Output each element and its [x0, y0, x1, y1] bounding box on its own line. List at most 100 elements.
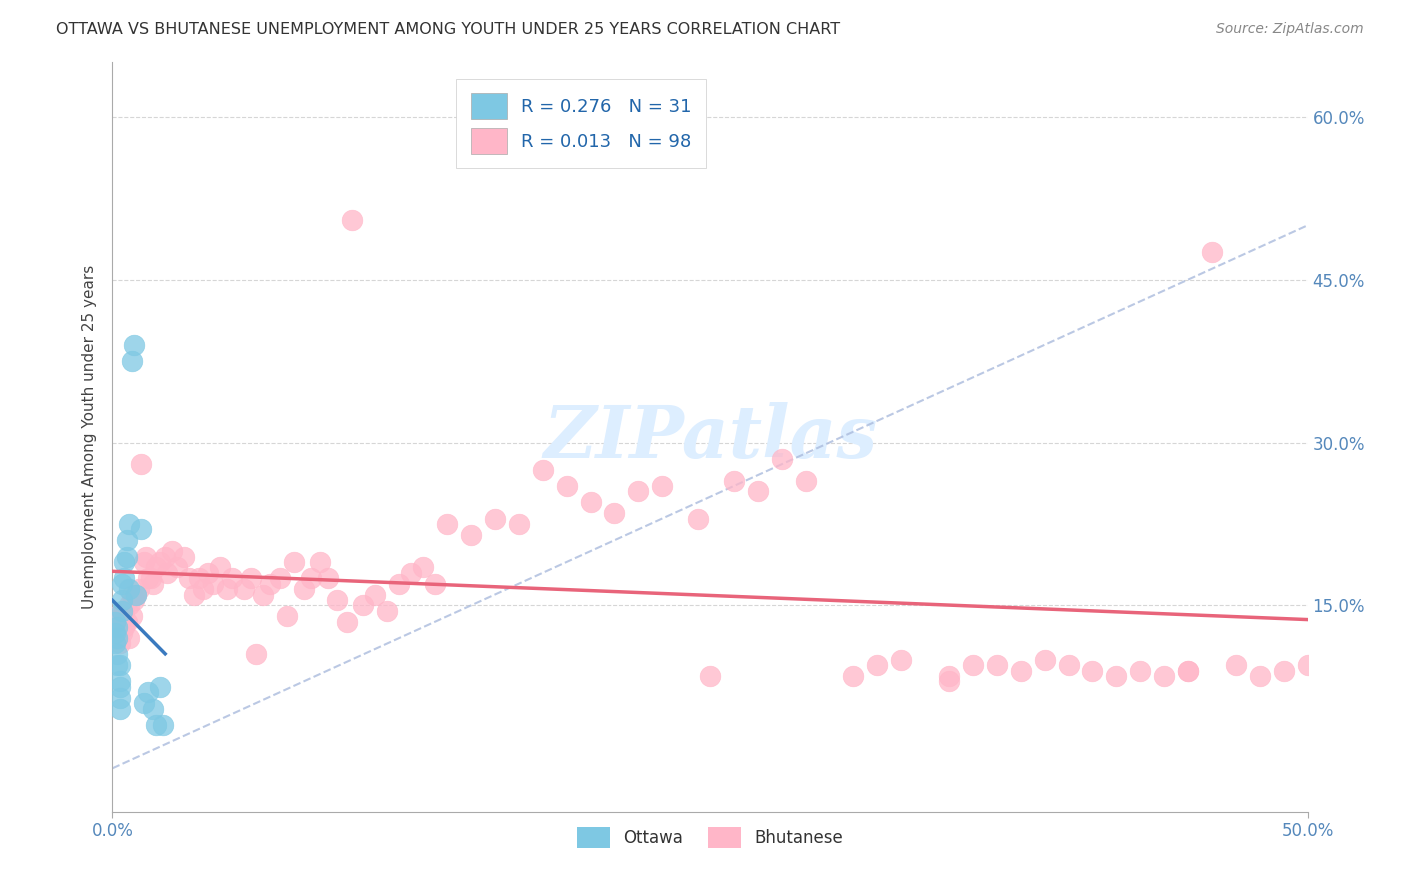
Point — [132, 555, 155, 569]
Point — [233, 582, 256, 596]
Point — [651, 479, 673, 493]
Point — [105, 658, 128, 673]
Point — [108, 658, 131, 673]
Point — [364, 588, 387, 602]
Point — [1129, 664, 1152, 678]
Text: Source: ZipAtlas.com: Source: ZipAtlas.com — [1216, 22, 1364, 37]
Point — [938, 674, 960, 689]
Point — [425, 576, 447, 591]
Point — [118, 599, 141, 613]
Point — [217, 582, 239, 596]
Point — [276, 609, 298, 624]
Point — [145, 718, 167, 732]
Point — [111, 593, 134, 607]
Point — [699, 669, 721, 683]
Point — [747, 484, 769, 499]
Point — [139, 571, 162, 585]
Point — [118, 631, 141, 645]
Point — [129, 522, 152, 536]
Point — [145, 560, 167, 574]
Point — [138, 685, 160, 699]
Point — [866, 658, 889, 673]
Point — [842, 669, 865, 683]
Text: ZIPatlas: ZIPatlas — [543, 401, 877, 473]
Point — [197, 566, 219, 580]
Point — [962, 658, 984, 673]
Point — [890, 653, 912, 667]
Point — [193, 582, 215, 596]
Point — [1105, 669, 1128, 683]
Point — [108, 674, 131, 689]
Point — [1225, 658, 1247, 673]
Point — [152, 718, 174, 732]
Point — [156, 566, 179, 580]
Point — [129, 457, 152, 471]
Point — [209, 560, 232, 574]
Point — [1296, 658, 1319, 673]
Point — [326, 593, 349, 607]
Point — [1177, 664, 1199, 678]
Legend: Ottawa, Bhutanese: Ottawa, Bhutanese — [568, 819, 852, 855]
Point — [111, 604, 134, 618]
Point — [723, 474, 745, 488]
Point — [340, 213, 363, 227]
Point — [269, 571, 291, 585]
Point — [138, 571, 160, 585]
Point — [149, 555, 172, 569]
Point — [1272, 664, 1295, 678]
Point — [336, 615, 359, 629]
Y-axis label: Unemployment Among Youth under 25 years: Unemployment Among Youth under 25 years — [82, 265, 97, 609]
Point — [187, 571, 209, 585]
Point — [299, 571, 322, 585]
Point — [104, 615, 127, 629]
Point — [118, 582, 141, 596]
Point — [115, 549, 138, 564]
Point — [108, 680, 131, 694]
Point — [104, 636, 127, 650]
Point — [986, 658, 1008, 673]
Point — [118, 516, 141, 531]
Point — [105, 631, 128, 645]
Point — [352, 599, 374, 613]
Point — [252, 588, 274, 602]
Point — [108, 636, 131, 650]
Point — [579, 495, 602, 509]
Point — [105, 620, 128, 634]
Point — [412, 560, 434, 574]
Point — [104, 620, 127, 634]
Point — [108, 690, 131, 705]
Point — [125, 588, 148, 602]
Point — [1249, 669, 1271, 683]
Point — [436, 516, 458, 531]
Point — [221, 571, 243, 585]
Point — [627, 484, 650, 499]
Point — [603, 506, 626, 520]
Point — [122, 338, 145, 352]
Point — [309, 555, 332, 569]
Point — [292, 582, 315, 596]
Point — [114, 620, 135, 634]
Point — [770, 451, 793, 466]
Point — [508, 516, 530, 531]
Point — [121, 588, 143, 602]
Text: OTTAWA VS BHUTANESE UNEMPLOYMENT AMONG YOUTH UNDER 25 YEARS CORRELATION CHART: OTTAWA VS BHUTANESE UNEMPLOYMENT AMONG Y… — [56, 22, 841, 37]
Point — [794, 474, 817, 488]
Point — [1081, 664, 1104, 678]
Point — [125, 588, 148, 602]
Point — [283, 555, 305, 569]
Point — [114, 604, 135, 618]
Point — [240, 571, 263, 585]
Point — [1201, 245, 1223, 260]
Point — [105, 647, 128, 661]
Point — [142, 701, 165, 715]
Point — [1153, 669, 1175, 683]
Point — [115, 533, 138, 548]
Point — [201, 576, 224, 591]
Point — [938, 669, 960, 683]
Point — [555, 479, 578, 493]
Point — [122, 593, 145, 607]
Point — [177, 571, 200, 585]
Point — [114, 571, 135, 585]
Point — [1057, 658, 1080, 673]
Point — [316, 571, 339, 585]
